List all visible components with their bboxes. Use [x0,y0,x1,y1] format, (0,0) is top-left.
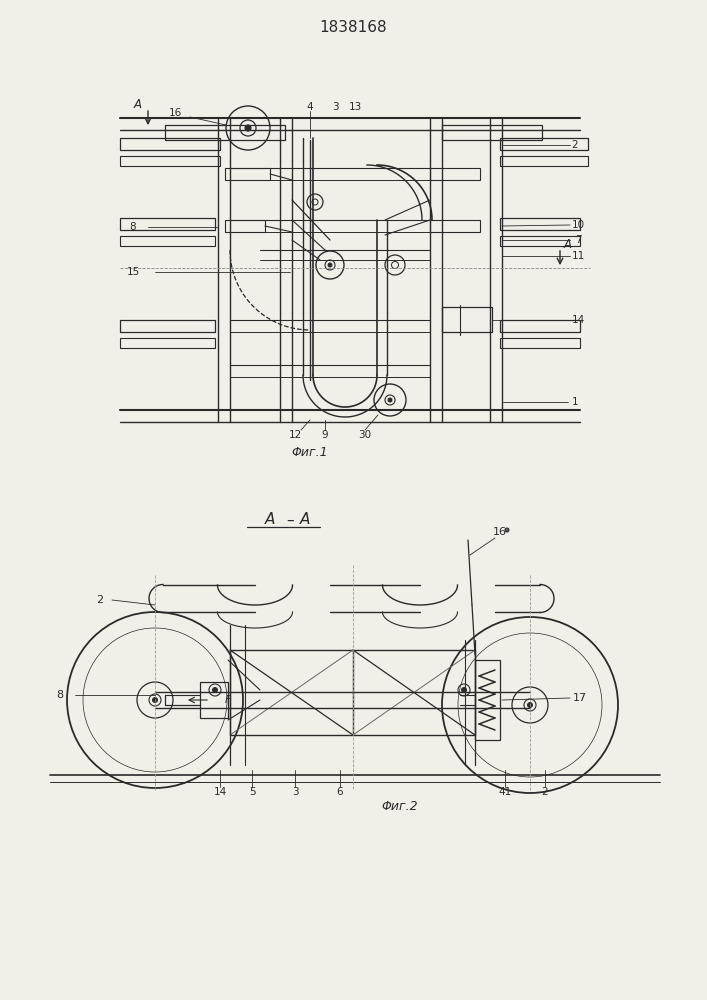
Text: 3: 3 [332,102,339,112]
Text: Φиг.2: Φиг.2 [382,800,419,814]
Text: A: A [265,512,275,528]
Bar [120,320,215,332]
Text: A: A [134,98,142,110]
Text: 2: 2 [96,595,103,605]
Bar [500,218,580,230]
Text: 8: 8 [129,222,136,232]
Text: 1838168: 1838168 [319,20,387,35]
Text: 4: 4 [307,102,313,112]
Bar [500,236,580,246]
Bar [500,320,580,332]
Bar [120,218,215,230]
Bar [120,138,220,150]
Text: 7: 7 [575,235,581,245]
Bar [120,156,220,166]
Text: 9: 9 [322,430,328,440]
Circle shape [462,688,467,692]
Text: Φиг.1: Φиг.1 [292,446,328,458]
Circle shape [388,398,392,402]
Text: 1: 1 [572,397,578,407]
Bar [200,682,228,718]
Text: 6: 6 [337,787,344,797]
Bar [430,220,480,232]
Bar [500,338,580,348]
Text: 8: 8 [57,690,64,700]
Text: –: – [286,512,294,528]
Text: 17: 17 [573,693,587,703]
Text: 2: 2 [542,787,549,797]
Circle shape [328,263,332,267]
Text: 14: 14 [571,315,585,325]
Bar [500,138,588,150]
Text: 11: 11 [571,251,585,261]
Text: 13: 13 [349,102,361,112]
Bar [475,660,500,740]
Circle shape [153,698,158,702]
Text: 5: 5 [249,787,255,797]
Text: 30: 30 [358,430,372,440]
Bar [165,125,285,140]
Text: 12: 12 [288,430,302,440]
Bar [225,168,270,180]
Circle shape [505,528,509,532]
Bar [442,125,542,140]
Bar [500,156,588,166]
Text: 16: 16 [493,527,507,537]
Text: 10: 10 [571,220,585,230]
Text: 41: 41 [498,787,512,797]
Bar [230,650,475,735]
Bar [442,307,492,332]
Bar [430,168,480,180]
Bar [120,338,215,348]
Bar [225,220,265,232]
Circle shape [527,702,532,708]
Text: A: A [564,237,572,250]
Text: A: A [300,512,310,528]
Bar [120,236,215,246]
Text: 3: 3 [292,787,298,797]
Text: 15: 15 [127,267,139,277]
Text: 16: 16 [168,108,182,118]
Circle shape [213,688,218,692]
Text: 14: 14 [214,787,227,797]
Circle shape [245,125,251,131]
Text: F: F [225,695,231,705]
Text: 2: 2 [572,140,578,150]
